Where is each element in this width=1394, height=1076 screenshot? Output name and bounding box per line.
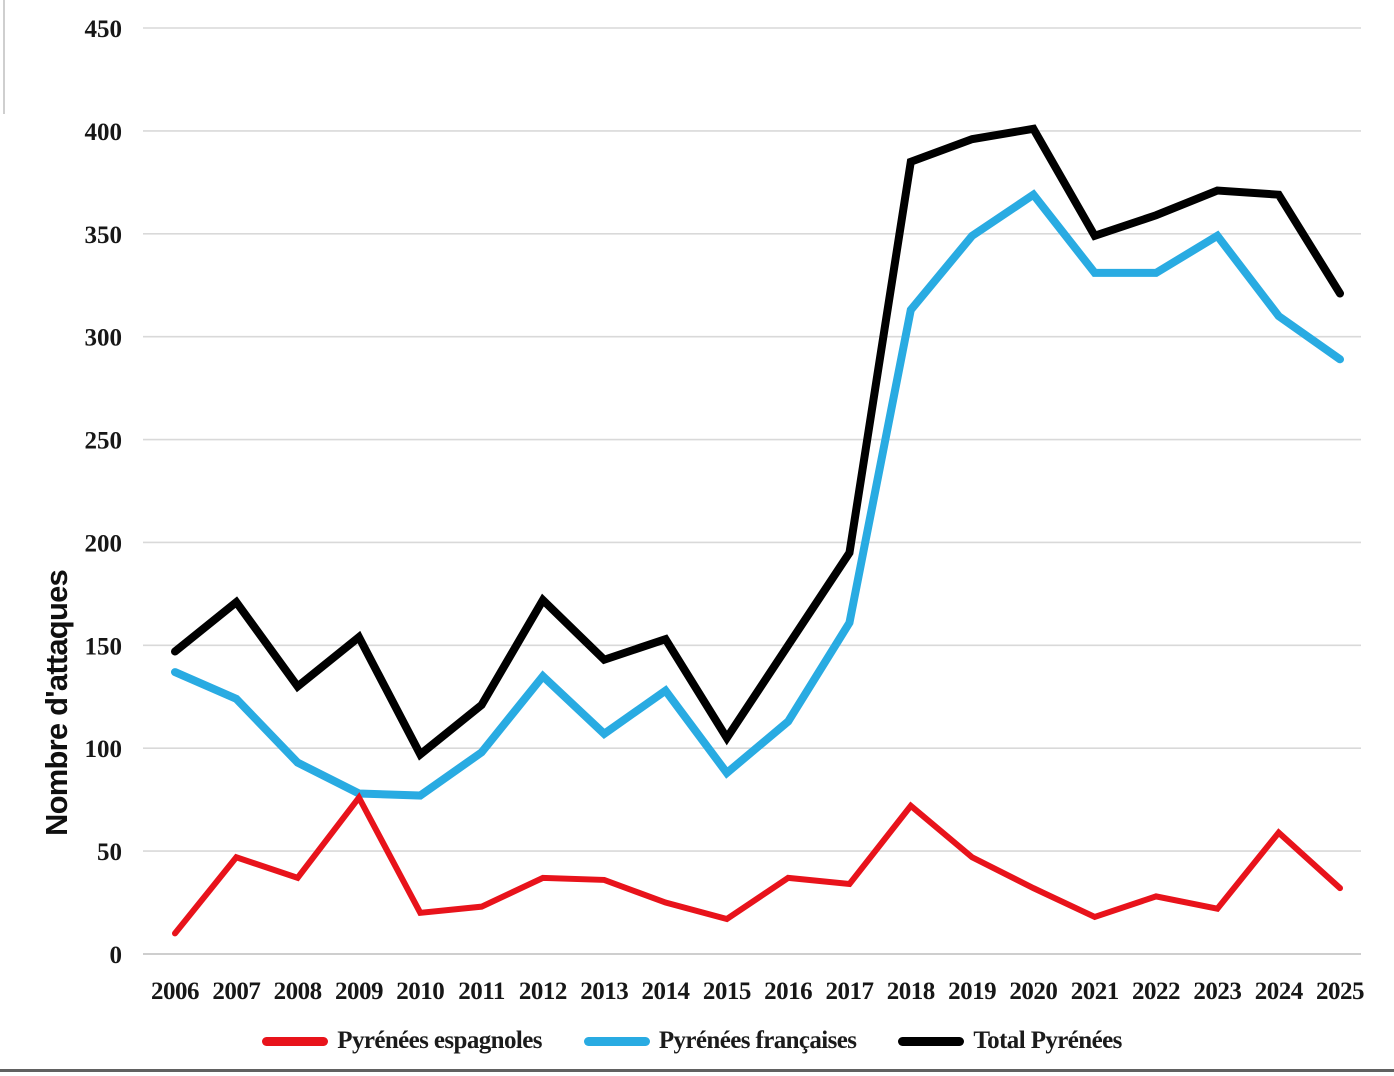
legend-swatch-black-line-icon (898, 1036, 965, 1046)
x-tick-label: 2010 (396, 978, 444, 1005)
legend: Pyrénées espagnoles Pyrénées françaises … (0, 1027, 1384, 1055)
legend-item-pyrenees-francaises: Pyrénées françaises (583, 1027, 857, 1055)
x-tick-label: 2007 (212, 978, 260, 1005)
legend-item-pyrenees-espagnoles: Pyrénées espagnoles (262, 1027, 542, 1055)
x-tick-label: 2012 (519, 978, 567, 1005)
series-line-pyr-n-es-espagnoles (172, 792, 1344, 937)
page-bottom-border (0, 1069, 1394, 1072)
series-line-total-pyr-n-es (171, 124, 1345, 761)
y-tick-label: 100 (85, 736, 123, 763)
x-tick-label: 2011 (458, 978, 505, 1005)
y-tick-label: 0 (110, 942, 123, 969)
x-tick-label: 2022 (1132, 978, 1180, 1005)
series-line-pyr-n-es-fran-aises (171, 189, 1345, 800)
x-tick-label: 2017 (825, 978, 873, 1005)
x-tick-label: 2006 (151, 978, 199, 1005)
x-tick-label: 2013 (580, 978, 628, 1005)
x-tick-label: 2009 (335, 978, 383, 1005)
legend-swatch-blue-line-icon (583, 1036, 650, 1046)
x-tick-label: 2024 (1255, 978, 1304, 1005)
y-tick-label: 300 (85, 325, 123, 352)
y-tick-label: 150 (85, 633, 123, 660)
y-axis-title: Nombre d'attaques (39, 570, 74, 836)
y-tick-label: 350 (85, 222, 123, 249)
y-tick-label: 200 (85, 530, 123, 557)
page-left-border (3, 0, 5, 114)
x-tick-label: 2025 (1316, 978, 1364, 1005)
x-tick-label: 2018 (887, 978, 935, 1005)
x-tick-label: 2023 (1193, 978, 1241, 1005)
legend-swatch-red-line-icon (262, 1036, 329, 1046)
y-tick-label: 250 (85, 428, 123, 455)
x-tick-label: 2019 (948, 978, 996, 1005)
x-tick-label: 2020 (1009, 978, 1057, 1005)
y-tick-label: 450 (85, 16, 123, 43)
x-tick-label: 2015 (703, 978, 751, 1005)
legend-label: Pyrénées espagnoles (337, 1027, 542, 1054)
y-tick-label: 50 (97, 839, 122, 866)
legend-label: Pyrénées françaises (658, 1027, 857, 1054)
x-tick-label: 2008 (274, 978, 322, 1005)
x-tick-label: 2016 (764, 978, 812, 1005)
legend-item-total-pyrenees: Total Pyrénées (898, 1027, 1122, 1055)
x-tick-label: 2014 (642, 978, 691, 1005)
legend-label: Total Pyrénées (973, 1027, 1122, 1054)
x-tick-label: 2021 (1071, 978, 1119, 1005)
y-tick-label: 400 (85, 119, 123, 146)
